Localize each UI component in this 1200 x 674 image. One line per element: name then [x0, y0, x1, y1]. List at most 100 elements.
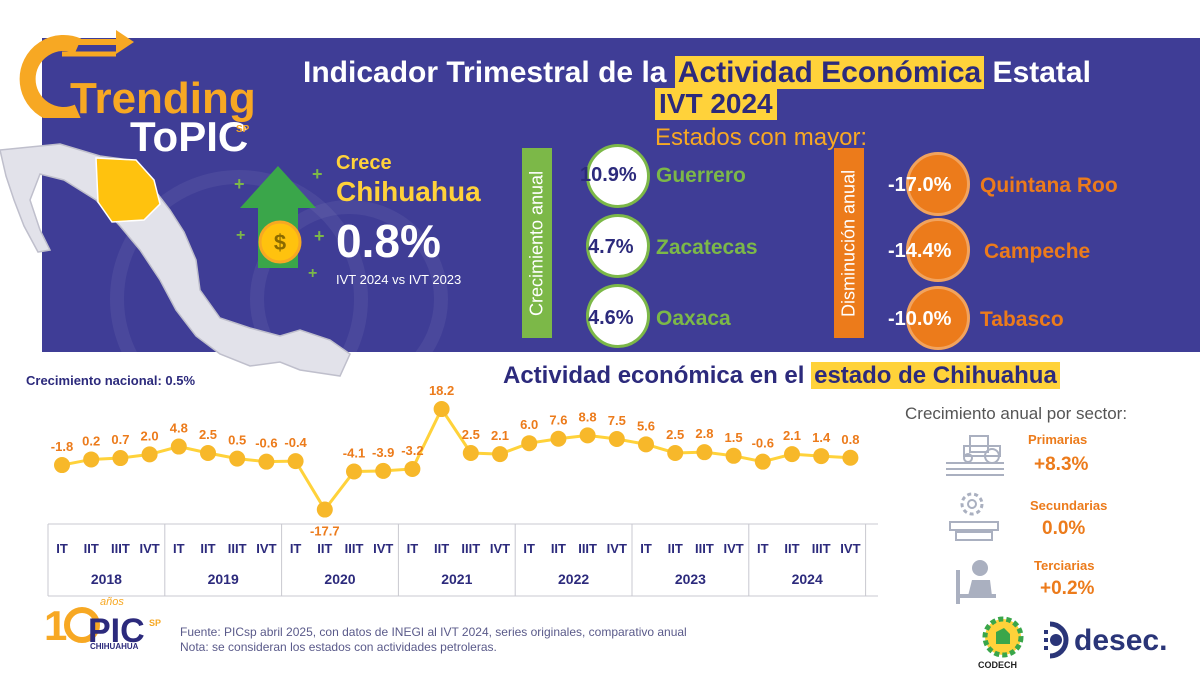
data-point [754, 453, 771, 470]
data-label: -1.8 [51, 439, 73, 454]
data-label: 1.4 [812, 430, 831, 445]
growth-value: 4.7% [588, 236, 634, 258]
x-tick-label: IIT [434, 541, 449, 556]
x-tick-label: IVT [607, 541, 627, 556]
x-tick-label: IT [173, 541, 185, 556]
svg-text:1: 1 [44, 602, 67, 648]
sector-name: Terciarias [1034, 558, 1095, 573]
data-point [112, 450, 129, 467]
decline-circle [906, 286, 970, 350]
data-point [141, 446, 158, 463]
data-label: 0.8 [841, 432, 859, 447]
data-label: 6.0 [520, 417, 538, 432]
year-label: 2018 [91, 571, 122, 587]
source-note: Fuente: PICsp abril 2025, con datos de I… [180, 625, 687, 655]
data-label: -0.6 [255, 436, 277, 451]
data-point [316, 501, 333, 518]
data-label: 2.1 [783, 428, 801, 443]
sector-value: +8.3% [1034, 454, 1089, 475]
subtitle: IVT 2024 [655, 88, 777, 120]
decline-value: -10.0% [888, 308, 952, 330]
data-label: 2.1 [491, 428, 509, 443]
data-label: 1.5 [725, 430, 743, 445]
x-tick-label: IT [523, 541, 535, 556]
year-label: 2019 [208, 571, 239, 587]
decline-circle [906, 152, 970, 216]
source-text: Fuente: PICsp abril 2025, con datos de I… [180, 625, 687, 639]
data-label: 2.8 [695, 426, 713, 441]
x-tick-label: IVT [840, 541, 860, 556]
desec-label: desec. [1074, 624, 1168, 657]
data-point [83, 451, 100, 468]
x-tick-label: IIIT [111, 541, 130, 556]
x-tick-label: IIIT [228, 541, 247, 556]
x-tick-label: IIIT [695, 541, 714, 556]
factory-gear-icon [949, 492, 999, 541]
data-point [550, 430, 567, 447]
x-tick-label: IVT [373, 541, 393, 556]
svg-text:+: + [236, 227, 245, 244]
svg-text:SP: SP [149, 618, 161, 628]
data-point [287, 453, 304, 470]
data-point [638, 436, 654, 453]
tractor-icon [946, 435, 1004, 476]
chart-title: Actividad económica en el estado de Chih… [503, 362, 1060, 390]
x-tick-label: IVT [139, 541, 159, 556]
data-label: 2.5 [666, 427, 684, 442]
data-label: 2.5 [462, 427, 480, 442]
data-label: 4.8 [170, 421, 188, 436]
x-tick-label: IIT [200, 541, 215, 556]
sector-title: Crecimiento anual por sector: [905, 404, 1128, 423]
chihuahua-growth-value: 0.8% [336, 215, 441, 267]
x-tick-label: IT [56, 541, 68, 556]
crece-label: Crece [336, 152, 392, 174]
data-label: 0.7 [111, 432, 129, 447]
state-name: Chihuahua [336, 176, 481, 207]
pic-city: CHIHUAHUA [90, 642, 139, 651]
year-label: 2021 [441, 571, 472, 587]
x-tick-label: IVT [490, 541, 510, 556]
x-tick-label: IIT [84, 541, 99, 556]
data-point [813, 448, 830, 465]
data-label: 2.0 [141, 428, 159, 443]
chart-title-part1: Actividad económica en el [503, 362, 812, 389]
pic-years: años [100, 596, 124, 608]
title-part1: Indicador Trimestral de la [303, 56, 675, 89]
data-label: 7.6 [549, 413, 567, 428]
title-highlight: Actividad Económica [674, 56, 985, 89]
chart-title-highlight: estado de Chihuahua [811, 362, 1060, 389]
x-tick-label: IT [290, 541, 302, 556]
data-label: 18.2 [429, 383, 454, 398]
brand-to: To [130, 113, 179, 160]
sector-name: Primarias [1028, 432, 1088, 447]
pic-10-years-logo: 1 PIC SP años CHIHUAHUA [44, 596, 168, 653]
data-label: -3.2 [401, 443, 423, 458]
chihuahua-state-shape [95, 157, 161, 223]
growth-state: Guerrero [656, 164, 746, 187]
data-label: -3.9 [372, 445, 394, 460]
decline-value: -17.0% [888, 174, 952, 196]
data-point [54, 457, 70, 474]
svg-text:PIC: PIC [88, 612, 145, 648]
brand-pic: PIC [178, 113, 249, 160]
svg-text:+: + [312, 164, 323, 184]
growth-value: 4.6% [588, 307, 634, 329]
data-point [667, 445, 684, 461]
x-tick-label: IIT [551, 541, 566, 556]
growth-circle [586, 284, 650, 348]
year-label: 2020 [324, 571, 355, 587]
year-label: 2023 [675, 571, 706, 587]
main-title: Indicador Trimestral de la Actividad Eco… [303, 56, 1091, 90]
x-tick-label: IIIT [461, 541, 480, 556]
sector-name: Secundarias [1030, 498, 1108, 513]
svg-text:+: + [234, 174, 245, 194]
data-point [842, 449, 859, 466]
x-tick-label: IT [407, 541, 419, 556]
desec-logo-icon [1044, 621, 1069, 659]
growth-value: 10.9% [580, 164, 637, 186]
data-label: -4.1 [343, 445, 365, 460]
data-label: 2.5 [199, 427, 217, 442]
data-point [200, 445, 216, 461]
data-point [375, 462, 392, 479]
x-tick-label: IT [757, 541, 769, 556]
